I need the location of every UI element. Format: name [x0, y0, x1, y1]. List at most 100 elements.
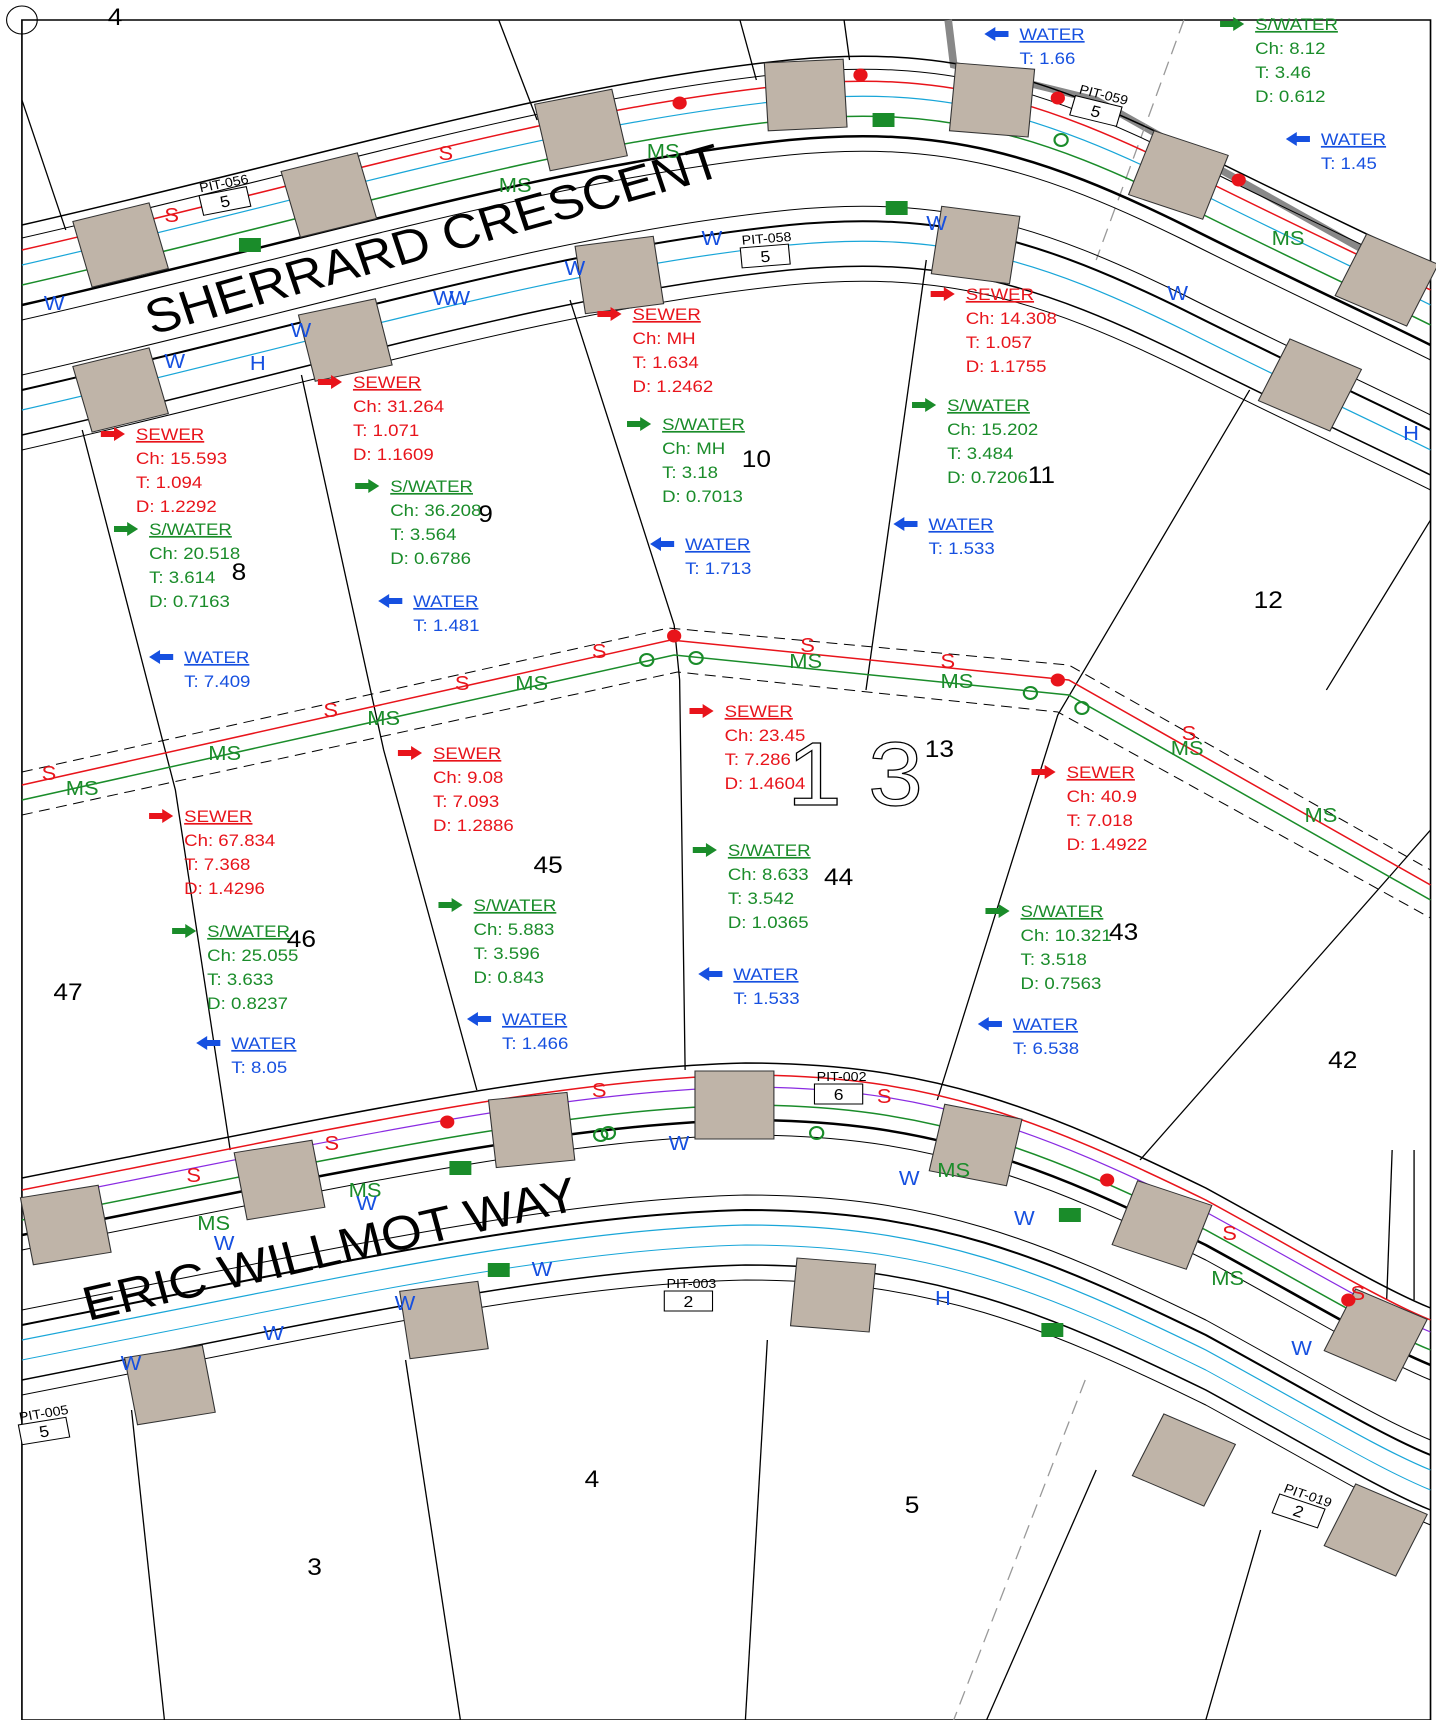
line-label: MS	[1272, 228, 1305, 250]
annotation-line: D: 1.2462	[632, 377, 713, 396]
pit-number: 5	[760, 247, 771, 266]
crossover	[764, 59, 847, 131]
line-label: W	[669, 1133, 690, 1155]
line-label: MS	[1304, 805, 1337, 827]
pit-square	[488, 1263, 510, 1277]
line-label: MS	[197, 1213, 230, 1235]
line-label: MS	[515, 673, 548, 695]
annotation-line: D: 0.8237	[207, 994, 288, 1013]
annotation-title: S/WATER	[474, 896, 557, 915]
annotation-title: WATER	[184, 648, 249, 667]
annotation-title: SEWER	[966, 285, 1034, 304]
annotation-line: T: 8.05	[231, 1058, 287, 1077]
fitting	[1342, 1294, 1355, 1306]
annotation-title: SEWER	[433, 744, 501, 763]
line-label: W	[1291, 1338, 1312, 1360]
fitting	[1232, 174, 1245, 186]
line-label: W	[121, 1353, 142, 1375]
annotation-title: SEWER	[136, 425, 204, 444]
crossover	[20, 1185, 111, 1264]
line-label: MS	[1211, 1268, 1244, 1290]
annotation-title: S/WATER	[728, 841, 811, 860]
line-label: S	[1222, 1223, 1237, 1245]
annotation-line: Ch: 36.208	[390, 501, 481, 520]
line-label: W	[263, 1323, 284, 1345]
site-plan: SHERRARD CRESCENTERIC WILLMOT WAYSSSSSSS…	[0, 0, 1436, 1720]
pit-label: PIT-002	[817, 1070, 867, 1084]
fitting	[1101, 1174, 1114, 1186]
line-label: W	[356, 1193, 377, 1215]
annotation-line: T: 1.45	[1321, 154, 1377, 173]
line-label: W	[926, 213, 947, 235]
annotation-title: S/WATER	[1021, 902, 1104, 921]
large-lot-number: 13	[787, 725, 949, 825]
line-label: MS	[789, 651, 822, 673]
annotation-line: Ch: 8.633	[728, 865, 809, 884]
pit-number: 6	[834, 1086, 844, 1104]
annotation-line: T: 3.18	[662, 463, 718, 482]
annotation-line: D: 0.6786	[390, 549, 471, 568]
line-label: S	[186, 1165, 201, 1187]
crossover	[695, 1071, 774, 1139]
annotation-line: D: 1.1609	[353, 445, 434, 464]
annotation-line: Ch: 67.834	[184, 831, 275, 850]
line-label: S	[324, 1133, 339, 1155]
annotation-line: D: 1.1755	[966, 357, 1047, 376]
annotation-line: T: 7.286	[725, 750, 791, 769]
pit: PIT-002 6	[814, 1070, 866, 1104]
line-label: W	[532, 1259, 553, 1281]
line-label: MS	[499, 175, 532, 197]
annotation-line: T: 3.484	[947, 444, 1013, 463]
lot-number: 42	[1328, 1047, 1357, 1074]
annotation-title: S/WATER	[947, 396, 1030, 415]
annotation-line: T: 7.409	[184, 672, 250, 691]
annotation-line: Ch: 15.593	[136, 449, 227, 468]
lot-number: 43	[1109, 919, 1138, 946]
annotation-line: T: 1.057	[966, 333, 1032, 352]
annotation-title: WATER	[733, 965, 798, 984]
crossover	[575, 236, 664, 313]
annotation-line: Ch: 10.321	[1021, 926, 1112, 945]
line-label: W	[1014, 1208, 1035, 1230]
line-label: S	[438, 143, 453, 165]
annotation-title: SEWER	[353, 373, 421, 392]
crossover	[535, 89, 628, 170]
fitting	[854, 69, 867, 81]
annotation-title: SEWER	[1067, 763, 1135, 782]
annotation-title: S/WATER	[207, 922, 290, 941]
annotation-line: T: 3.542	[728, 889, 794, 908]
annotation-title: WATER	[685, 535, 750, 554]
line-label: W	[44, 293, 65, 315]
line-label: S	[592, 1080, 607, 1102]
annotation-title: S/WATER	[662, 415, 745, 434]
annotation-line: T: 7.093	[433, 792, 499, 811]
annotation-title: S/WATER	[149, 520, 232, 539]
lot-number: 4	[108, 4, 123, 31]
pit-square	[886, 201, 908, 215]
annotation-title: WATER	[502, 1010, 567, 1029]
fitting	[1051, 92, 1064, 104]
annotation-title: WATER	[928, 515, 993, 534]
annotation-line: Ch: MH	[662, 439, 725, 458]
line-label: MS	[1171, 738, 1204, 760]
annotation-line: T: 3.46	[1255, 63, 1311, 82]
pit-square	[449, 1161, 471, 1175]
line-label: W	[214, 1233, 235, 1255]
annotation-title: WATER	[1013, 1015, 1078, 1034]
annotation-line: T: 1.533	[928, 539, 994, 558]
annotation-line: D: 1.4922	[1067, 835, 1148, 854]
fitting	[441, 1116, 454, 1128]
line-label: MS	[66, 778, 99, 800]
line-label: W	[702, 228, 723, 250]
annotation-line: Ch: 14.308	[966, 309, 1057, 328]
annotation-line: T: 1.713	[685, 559, 751, 578]
line-label: MS	[208, 743, 241, 765]
annotation-line: D: 1.2292	[136, 497, 217, 516]
line-label: MS	[647, 141, 680, 163]
annotation-line: Ch: 15.202	[947, 420, 1038, 439]
lot-number: 45	[533, 852, 562, 879]
annotation-line: D: 1.2886	[433, 816, 514, 835]
annotation-line: T: 7.018	[1067, 811, 1133, 830]
pit-square	[873, 113, 895, 127]
lot-number: 3	[307, 1554, 322, 1581]
